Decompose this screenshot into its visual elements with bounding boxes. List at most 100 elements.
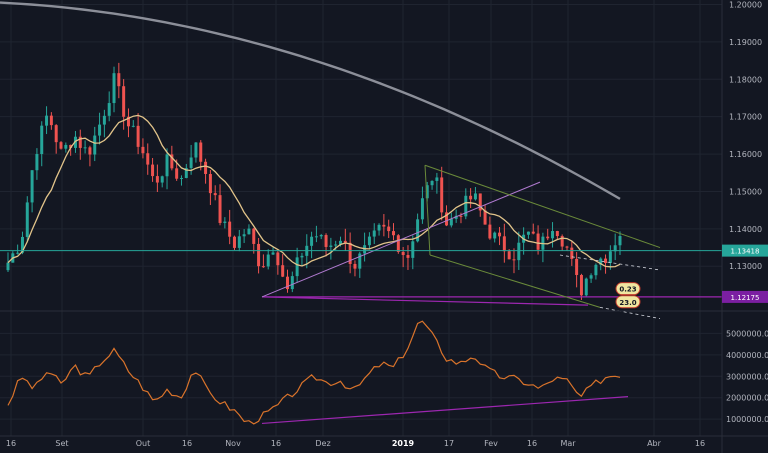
x-tick-label: 2019 <box>392 439 415 448</box>
candle-body <box>507 251 511 260</box>
x-tick-label: Abr <box>647 439 662 448</box>
candle-body <box>35 154 39 171</box>
candle-body <box>348 242 352 264</box>
candle-body <box>599 258 603 265</box>
current-price-tag-label: 1.13418 <box>731 248 760 256</box>
candle-body <box>20 236 24 253</box>
current-price-tag <box>722 244 768 257</box>
candle-body <box>445 212 449 226</box>
y-tick-label: 1.16000 <box>729 150 762 159</box>
candle-body <box>175 168 179 179</box>
x-tick-label: Dez <box>315 439 330 448</box>
x-tick-label: Fev <box>484 439 498 448</box>
candle-body <box>184 168 188 178</box>
candle-body <box>435 177 439 181</box>
candle-body <box>526 231 530 235</box>
osc-y-tick-label: 1000000.0000 <box>726 415 768 424</box>
candle-body <box>329 245 333 247</box>
moving-average-short-line <box>7 114 621 268</box>
price-tags: 1.13418 1.12175 0.23 23.0 <box>615 244 768 309</box>
x-tick-label: 16 <box>182 439 192 448</box>
candle-body <box>271 252 275 255</box>
candle-body <box>396 235 400 252</box>
candle-body <box>25 202 29 237</box>
candle-body <box>334 244 338 246</box>
candle-body <box>141 146 145 154</box>
x-tick-label: 16 <box>6 439 16 448</box>
candle-body <box>546 236 550 239</box>
candle-body <box>319 235 323 237</box>
osc-y-tick-label: 5000000.0000 <box>726 329 768 338</box>
candle-body <box>430 180 434 186</box>
candle-body <box>122 86 126 117</box>
candle-body <box>218 195 222 223</box>
candle-body <box>160 176 164 183</box>
candle-body <box>266 254 270 267</box>
candle-body <box>16 252 20 254</box>
candle-body <box>165 154 169 177</box>
candle-body <box>126 116 130 127</box>
candle-body <box>310 236 314 246</box>
support-price-tag-label: 1.12175 <box>731 294 760 302</box>
candle-body <box>392 231 396 236</box>
candle-body <box>286 276 289 290</box>
candle-body <box>257 243 261 267</box>
candle-body <box>112 73 116 104</box>
candle-body <box>208 173 212 194</box>
y-tick-label: 1.19000 <box>729 38 762 47</box>
y-tick-label: 1.17000 <box>729 113 762 122</box>
candle-body <box>83 147 87 149</box>
candle-body <box>343 240 347 243</box>
candle-body <box>49 115 53 126</box>
candle-body <box>411 241 415 258</box>
candle-body <box>565 246 569 248</box>
candle-body <box>314 236 318 238</box>
candle-body <box>300 255 304 258</box>
candle-body <box>131 125 135 127</box>
candle-body <box>73 136 77 148</box>
candle-body <box>146 153 150 165</box>
candle-body <box>155 176 159 183</box>
candle-body <box>242 234 246 237</box>
candle-body <box>570 247 574 259</box>
candle-body <box>59 142 63 149</box>
channel-lower-line <box>429 254 601 308</box>
annotation-badge <box>615 282 641 296</box>
candle-body <box>290 276 294 290</box>
channel-left-edge <box>424 165 431 256</box>
candle-body <box>502 236 506 252</box>
y-tick-label: 1.20000 <box>729 0 762 9</box>
candle-body <box>517 242 521 261</box>
candle-body <box>107 103 111 116</box>
candle-body <box>54 125 58 143</box>
candle-body <box>382 224 386 227</box>
candle-body <box>252 228 256 244</box>
candle-body <box>579 274 583 296</box>
candle-body <box>440 177 444 213</box>
candle-body <box>247 228 251 235</box>
candle-body <box>353 263 357 269</box>
x-tick-label: Nov <box>225 439 241 448</box>
candle-body <box>613 245 617 252</box>
candle-body <box>261 266 265 268</box>
candle-body <box>204 161 208 174</box>
candle-body <box>102 115 106 125</box>
candle-body <box>401 251 405 256</box>
candle-body <box>420 198 424 220</box>
y-tick-label: 1.13000 <box>729 262 762 271</box>
candle-body <box>64 144 68 149</box>
candle-body <box>40 125 44 155</box>
price-pane <box>0 1 722 319</box>
candle-body <box>237 236 241 248</box>
candle-body <box>483 210 487 225</box>
oscillator-pane <box>7 320 629 425</box>
support-price-tag <box>722 290 768 303</box>
candle-body <box>358 253 362 269</box>
candle-body <box>88 147 92 155</box>
oscillator-trend-line <box>261 396 629 425</box>
candle-body <box>608 251 612 264</box>
candle-body <box>531 231 535 234</box>
candle-body <box>30 170 34 203</box>
candle-body <box>151 164 155 177</box>
